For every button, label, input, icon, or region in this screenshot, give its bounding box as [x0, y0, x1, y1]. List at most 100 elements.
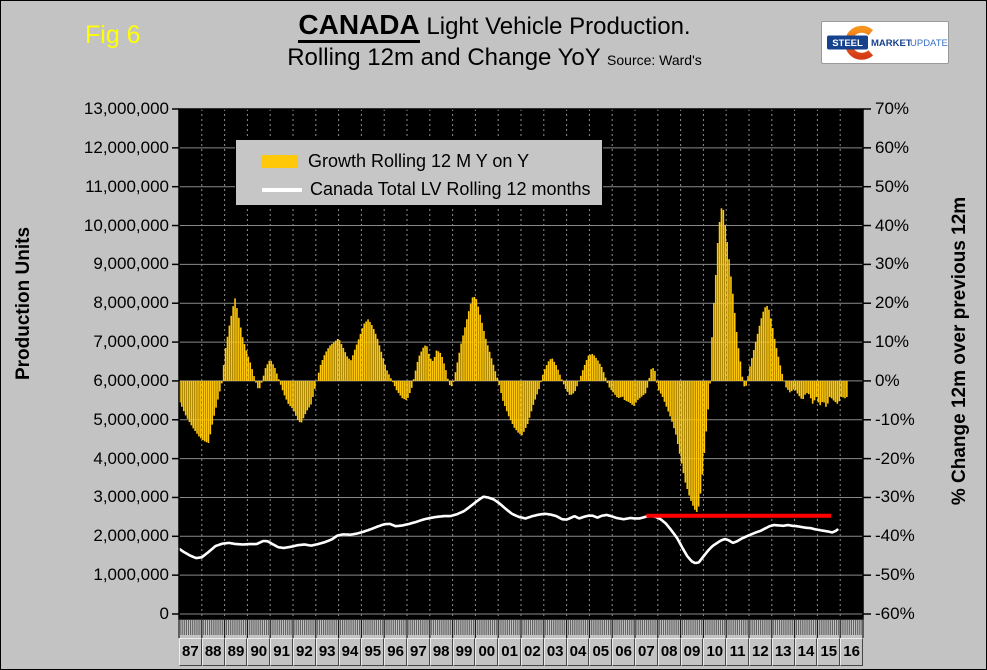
growth-bar [699, 380, 702, 494]
growth-bar [559, 374, 561, 381]
growth-bar [804, 380, 806, 395]
growth-bar [599, 363, 601, 381]
growth-bar [382, 358, 385, 381]
growth-bar [619, 380, 622, 398]
growth-bar [464, 327, 466, 381]
growth-bar [429, 358, 432, 381]
growth-bar [638, 380, 641, 399]
growth-bar [310, 380, 312, 405]
growth-bar [713, 303, 715, 381]
steel-market-update-logo: STEEL MARKET UPDATE [821, 21, 949, 64]
growth-bar [678, 380, 681, 454]
legend-item-rolling: Canada Total LV Rolling 12 months [262, 177, 602, 202]
growth-bar [220, 380, 223, 384]
growth-bar [555, 365, 557, 381]
growth-bar [682, 380, 685, 474]
growth-bar [521, 380, 523, 436]
growth-bar [536, 380, 538, 395]
growth-bar [832, 380, 835, 401]
chart-subtitle-text: Rolling 12m and Change YoY [287, 44, 601, 72]
logo-word-update: UPDATE [910, 38, 948, 49]
growth-bar [344, 352, 347, 381]
rolling-12m-line [177, 495, 839, 565]
x-axis-year-label: 96 [384, 638, 407, 666]
left-axis-tick-label: 4,000,000 [93, 448, 169, 468]
growth-bar [796, 380, 799, 394]
growth-bar [781, 373, 784, 381]
growth-bar [266, 364, 269, 381]
growth-bar [369, 321, 371, 381]
growth-bar [376, 338, 379, 381]
left-axis-tick-label: 0 [159, 604, 169, 623]
growth-bar [751, 358, 753, 381]
x-axis-year-label: 03 [543, 638, 567, 666]
growth-bar [688, 380, 690, 496]
growth-bar [625, 380, 628, 402]
growth-bar [213, 380, 215, 416]
growth-bar [426, 346, 428, 381]
right-axis-tick-label: 20% [875, 293, 910, 313]
growth-bar [325, 351, 328, 381]
x-axis-year-label: 11 [726, 638, 749, 666]
x-axis-year-label: 02 [521, 638, 544, 666]
growth-bar [255, 380, 257, 383]
growth-bar [192, 380, 195, 429]
x-axis-year-label: 93 [315, 638, 339, 666]
growth-bar [646, 380, 649, 388]
growth-bar [538, 380, 540, 390]
growth-bar [458, 352, 461, 381]
growth-bar [238, 317, 240, 381]
growth-bar [844, 380, 846, 399]
growth-bar [467, 311, 470, 381]
growth-bar [705, 380, 708, 432]
growth-bar [724, 225, 727, 381]
growth-bar [287, 380, 290, 404]
growth-bar [428, 353, 430, 381]
growth-bar [346, 356, 348, 381]
growth-bar [557, 369, 559, 381]
growth-bar [629, 380, 632, 404]
growth-bar [452, 380, 455, 382]
growth-bar [390, 378, 392, 381]
growth-bar [650, 369, 652, 381]
growth-bar [623, 380, 626, 401]
growth-bar [258, 380, 261, 389]
growth-bar [777, 356, 780, 381]
growth-bar [667, 380, 670, 412]
growth-bar [372, 328, 375, 381]
growth-bar [179, 380, 181, 403]
x-axis-year-label: 91 [270, 638, 293, 666]
growth-bar [443, 363, 445, 381]
logo-word-market: MARKET [871, 38, 912, 49]
growth-bar [809, 380, 812, 399]
growth-bar [657, 380, 660, 391]
growth-bar [239, 327, 242, 381]
growth-bar [808, 380, 810, 395]
growth-bar [627, 380, 630, 402]
growth-bar [608, 380, 611, 388]
left-axis-title: Production Units [13, 226, 34, 381]
growth-bar [551, 358, 554, 381]
growth-bar [296, 380, 299, 420]
growth-bar [526, 380, 529, 425]
growth-bar [371, 325, 373, 381]
growth-bar [722, 209, 725, 381]
growth-bar [363, 323, 366, 381]
growth-bar [283, 380, 286, 396]
x-axis-year-label: 04 [566, 638, 590, 666]
growth-bar [792, 380, 795, 390]
left-axis-tick-label: 9,000,000 [93, 254, 169, 274]
growth-bar [393, 380, 396, 387]
growth-bar [226, 336, 229, 381]
x-axis-year-label: 10 [703, 638, 727, 666]
growth-bar [327, 348, 329, 381]
growth-bar [481, 322, 483, 381]
growth-bar [412, 379, 415, 381]
legend-line-swatch [262, 187, 302, 192]
growth-bar [665, 380, 668, 407]
growth-bar [676, 380, 679, 445]
growth-bar [306, 380, 309, 411]
x-axis-year-label: 14 [794, 638, 818, 666]
growth-bar [365, 321, 367, 381]
growth-bar [236, 308, 238, 381]
